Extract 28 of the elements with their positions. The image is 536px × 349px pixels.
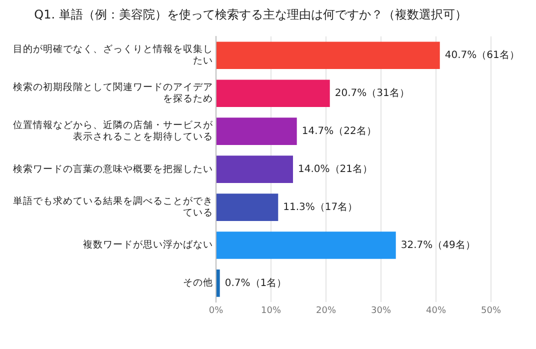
x-tick-label: 0% (208, 306, 224, 316)
x-tick-label: 40% (426, 306, 446, 316)
bar (216, 80, 330, 108)
data-label: 11.3%（17名） (283, 200, 358, 213)
y-tick-label: 複数ワードが思い浮かばない (83, 238, 213, 251)
data-label: 0.7%（1名） (224, 276, 287, 289)
bar (216, 156, 293, 183)
bar (216, 232, 396, 259)
y-tick-label: 検索ワードの言葉の意味や概要を把握したい (13, 162, 213, 175)
chart-title: Q1. 単語（例：美容院）を使って検索する主な理由は何ですか？（複数選択可） (34, 7, 467, 22)
y-tick-label: その他 (183, 276, 213, 289)
y-tick-label: 位置情報などから、近隣の店舗・サービスが表示されることを期待している (13, 119, 214, 142)
x-tick-label: 50% (480, 306, 502, 316)
bar (216, 42, 440, 70)
data-label: 40.7%（61名） (444, 48, 520, 61)
data-label: 14.7%（22名） (302, 124, 376, 137)
data-label: 32.7%（49名） (400, 238, 476, 251)
y-tick-label: 目的が明確でなく、ざっくりと情報を収集したい (13, 43, 213, 67)
y-tick-label: 検索の初期段階として関連ワードのアイデアを探るため (13, 81, 213, 105)
x-tick-label: 20% (316, 306, 336, 316)
bar (216, 270, 220, 297)
data-label: 14.0%（21名） (298, 162, 372, 175)
y-tick-label: 単語でも求めている結果を調べることができている (13, 195, 213, 218)
data-label: 20.7%（31名） (334, 86, 410, 99)
bar (216, 194, 278, 221)
x-tick-label: 10% (260, 306, 282, 316)
bar (216, 118, 297, 145)
x-tick-label: 30% (370, 306, 392, 316)
